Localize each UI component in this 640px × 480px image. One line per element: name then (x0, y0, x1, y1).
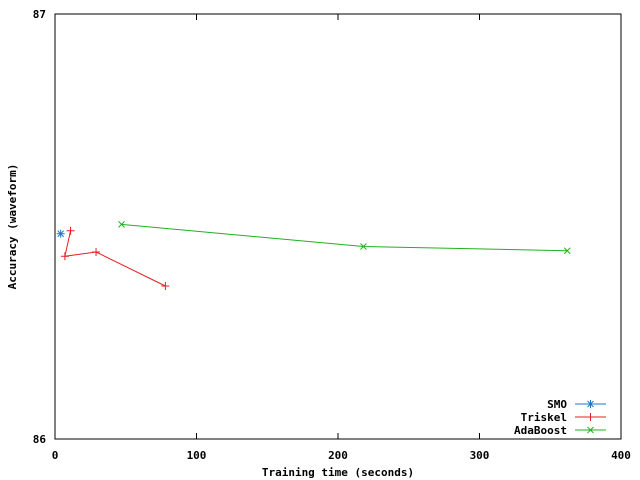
data-point-smo (56, 229, 65, 238)
data-point-triskel (66, 226, 75, 235)
data-point-adaboost (360, 243, 367, 250)
x-tick-label: 200 (328, 449, 348, 462)
legend-label-triskel: Triskel (521, 411, 567, 424)
x-tick-label: 300 (470, 449, 490, 462)
data-point-adaboost (118, 221, 125, 228)
x-tick-label: 100 (187, 449, 207, 462)
x-tick-label: 400 (611, 449, 631, 462)
legend-label-adaboost: AdaBoost (514, 424, 567, 437)
series-line-triskel (64, 230, 166, 287)
data-point-triskel (92, 248, 101, 256)
y-axis-label: Accuracy (waveform) (6, 164, 19, 290)
series-line-adaboost (121, 223, 568, 252)
legend-label-smo: SMO (547, 398, 567, 411)
data-point-triskel (60, 252, 69, 261)
x-axis-label: Training time (seconds) (262, 466, 414, 479)
axis-ticks: 0 100 200 300 400 86 87 (33, 8, 631, 462)
x-tick-label: 0 (52, 449, 59, 462)
y-tick-label: 86 (33, 433, 47, 446)
series-group (56, 221, 571, 290)
legend-marker-adaboost (587, 426, 594, 434)
legend-marker-triskel (586, 413, 595, 421)
data-point-adaboost (563, 247, 571, 255)
y-tick-label: 87 (33, 8, 46, 21)
legend-marker-smo (586, 400, 595, 408)
data-point-triskel (161, 282, 170, 290)
